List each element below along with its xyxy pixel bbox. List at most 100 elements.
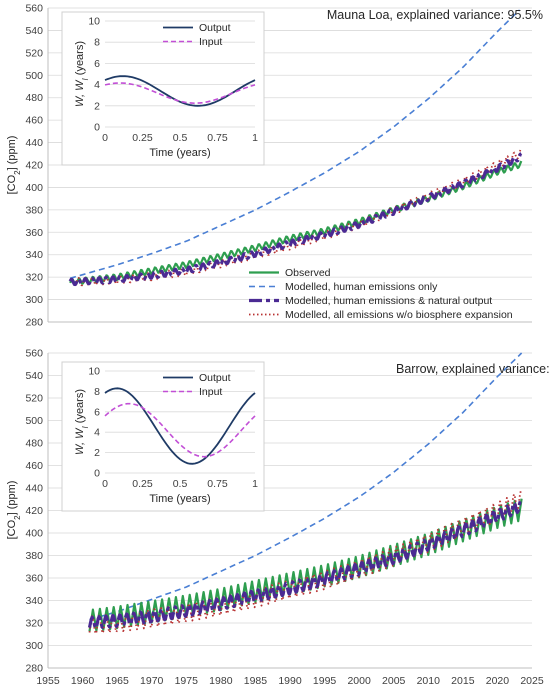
x-tick-label: 1960	[71, 675, 95, 687]
x-tick-label: 1985	[244, 675, 268, 687]
inset-y-tick-label: 2	[94, 447, 100, 459]
y-axis-label-suffix: ] (ppm)	[6, 481, 18, 516]
inset-x-tick-label: 1	[252, 478, 258, 490]
y-tick-label: 340	[25, 249, 43, 261]
inset-x-tick-label: 0.25	[132, 132, 153, 144]
inset-x-tick-label: 0.5	[173, 132, 188, 144]
legend: Observed Modelled, human emissions only Mo…	[249, 267, 513, 321]
inset-y-tick-label: 8	[94, 386, 100, 398]
series-line-0	[69, 160, 523, 286]
inset-y-tick-label: 10	[88, 366, 100, 378]
y-tick-label: 300	[25, 640, 43, 652]
inset-y-label-subscript: I	[81, 78, 90, 81]
series-line-1	[89, 352, 523, 621]
inset-legend-label: Input	[199, 36, 222, 48]
inset-y-tick-label: 4	[94, 79, 100, 91]
y-tick-label: 380	[25, 550, 43, 562]
x-tick-label: 2015	[451, 675, 475, 687]
barrow-panel: 2803003203403603804004204404604805005205…	[6, 348, 550, 688]
y-tick-label: 400	[25, 528, 43, 540]
y-tick-label: 480	[25, 92, 43, 104]
y-tick-label: 520	[25, 47, 43, 59]
inset-y-tick-label: 0	[94, 468, 100, 480]
inset-y-label-suffix: (years)	[74, 41, 86, 78]
x-tick-label: 1990	[278, 675, 302, 687]
x-tick-label: 2005	[382, 675, 406, 687]
series-line-3	[88, 489, 523, 635]
inset-y-tick-label: 8	[94, 37, 100, 49]
x-tick-label: 1995	[313, 675, 337, 687]
y-tick-label: 540	[25, 25, 43, 37]
y-tick-label: 520	[25, 393, 43, 405]
inset-y-axis-label: W, WI (years)	[74, 389, 90, 455]
y-tick-label: 360	[25, 573, 43, 585]
y-tick-label: 460	[25, 115, 43, 127]
legend-label: Modelled, human emissions only	[285, 281, 438, 293]
x-tick-label: 1980	[209, 675, 233, 687]
y-tick-label: 320	[25, 618, 43, 630]
x-tick-label: 2025	[520, 675, 544, 687]
series-line-1	[69, 9, 521, 280]
inset-x-tick-label: 1	[252, 132, 258, 144]
y-tick-label: 540	[25, 370, 43, 382]
legend-label: Observed	[285, 267, 331, 279]
y-tick-label: 420	[25, 160, 43, 172]
inset-x-axis-label: Time (years)	[149, 147, 210, 159]
inset-y-label-subscript: I	[81, 426, 90, 429]
inset-x-tick-label: 0.5	[173, 478, 188, 490]
y-tick-label: 440	[25, 137, 43, 149]
y-tick-label: 500	[25, 70, 43, 82]
y-tick-label: 500	[25, 415, 43, 427]
y-axis-label: [CO2] (ppm)	[6, 136, 22, 195]
y-tick-label: 280	[25, 317, 43, 329]
series-line-0	[88, 498, 523, 632]
y-tick-label: 360	[25, 227, 43, 239]
mauna-loa-panel: 2803003203403603804004204404604805005205…	[6, 3, 543, 329]
inset-series-1	[104, 402, 256, 458]
inset-y-label-prefix: W, W	[74, 427, 86, 455]
inset-y-label-prefix: W, W	[74, 79, 86, 107]
inset-frame	[61, 361, 265, 512]
y-axis-label-subscript: 2	[13, 170, 22, 175]
y-tick-label: 420	[25, 505, 43, 517]
inset-y-tick-label: 4	[94, 427, 100, 439]
inset-y-tick-label: 0	[94, 122, 100, 134]
inset-series-1	[104, 82, 256, 105]
inset-legend-label: Input	[199, 386, 222, 398]
series-line-2	[68, 152, 523, 287]
y-tick-label: 400	[25, 182, 43, 194]
y-axis-label-subscript: 2	[13, 515, 22, 520]
legend-label: Modelled, all emissions w/o biosphere ex…	[285, 309, 513, 321]
x-tick-label: 1965	[105, 675, 129, 687]
inset-chart: 0 2 4 6 8 10 0 0.25 0.5 0.75 1 Time (years) W, WI (y…	[61, 361, 265, 512]
x-tick-label: 1975	[175, 675, 199, 687]
y-tick-label: 280	[25, 663, 43, 675]
y-tick-label: 560	[25, 3, 43, 15]
inset-x-axis-label: Time (years)	[149, 493, 210, 505]
inset-y-tick-label: 6	[94, 406, 100, 418]
inset-x-tick-label: 0	[102, 478, 108, 490]
inset-y-label-suffix: (years)	[74, 389, 86, 426]
y-tick-label: 300	[25, 294, 43, 306]
inset-y-tick-label: 2	[94, 100, 100, 112]
y-tick-label: 440	[25, 483, 43, 495]
y-axis-label-prefix: [CO	[6, 174, 18, 194]
x-tick-label: 1955	[36, 675, 60, 687]
x-tick-label: 2000	[347, 675, 371, 687]
inset-y-axis-label: W, WI (years)	[74, 41, 90, 107]
legend-label: Modelled, human emissions & natural outp…	[285, 295, 492, 307]
inset-frame	[61, 11, 265, 166]
inset-x-tick-label: 0	[102, 132, 108, 144]
inset-legend-label: Output	[199, 372, 231, 384]
y-tick-label: 560	[25, 348, 43, 360]
y-axis-label-prefix: [CO	[6, 519, 18, 539]
series-line-2	[87, 498, 523, 630]
y-tick-label: 320	[25, 272, 43, 284]
x-tick-label: 2010	[417, 675, 441, 687]
inset-y-tick-label: 10	[88, 16, 100, 28]
y-tick-label: 380	[25, 204, 43, 216]
inset-x-tick-label: 0.75	[207, 132, 228, 144]
x-tick-label: 2020	[486, 675, 510, 687]
inset-y-tick-label: 6	[94, 58, 100, 70]
